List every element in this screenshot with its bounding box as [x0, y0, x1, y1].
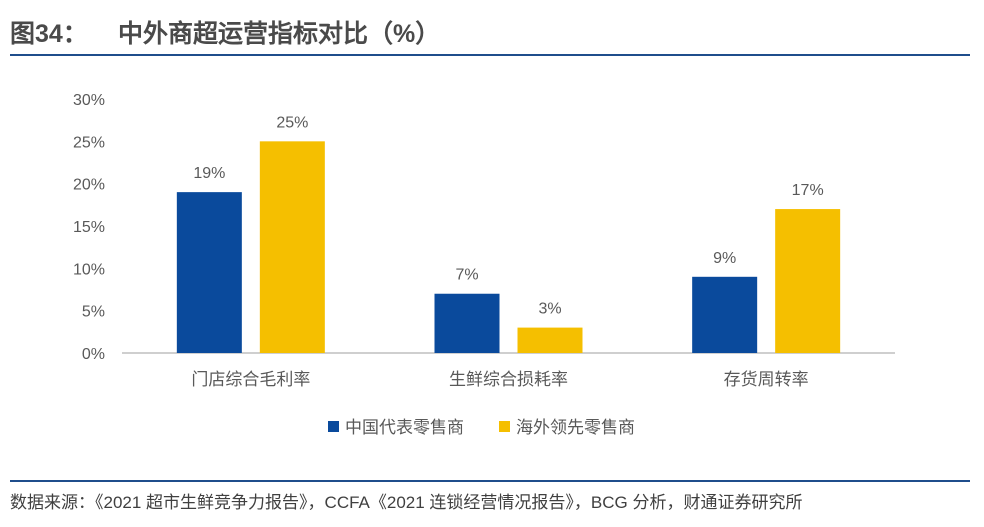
legend-swatch: [328, 421, 339, 432]
y-tick-label: 5%: [82, 304, 105, 321]
x-tick-label: 存货周转率: [724, 370, 809, 389]
legend-label: 中国代表零售商: [345, 418, 464, 437]
source-rule: [10, 480, 970, 482]
y-tick-label: 25%: [73, 134, 105, 151]
data-label: 7%: [455, 267, 478, 284]
bar: [775, 209, 840, 353]
y-tick-label: 30%: [73, 92, 105, 109]
data-label: 17%: [792, 182, 824, 199]
y-tick-label: 20%: [73, 177, 105, 194]
y-tick-label: 0%: [82, 346, 105, 363]
data-label: 19%: [193, 165, 225, 182]
data-label: 9%: [713, 250, 736, 267]
legend-label: 海外领先零售商: [516, 418, 635, 437]
bar: [177, 192, 242, 353]
bar: [260, 141, 325, 353]
data-label: 25%: [276, 114, 308, 131]
data-label: 3%: [538, 301, 561, 318]
bar: [518, 328, 583, 353]
legend-swatch: [499, 421, 510, 432]
x-tick-label: 生鲜综合损耗率: [449, 370, 568, 389]
bar: [692, 277, 757, 353]
y-tick-label: 15%: [73, 219, 105, 236]
bar: [435, 294, 500, 353]
source-note: 数据来源：《2021 超市生鲜竞争力报告》，CCFA《2021 连锁经营情况报告…: [10, 488, 802, 513]
y-tick-label: 10%: [73, 261, 105, 278]
x-tick-label: 门店综合毛利率: [191, 370, 310, 389]
